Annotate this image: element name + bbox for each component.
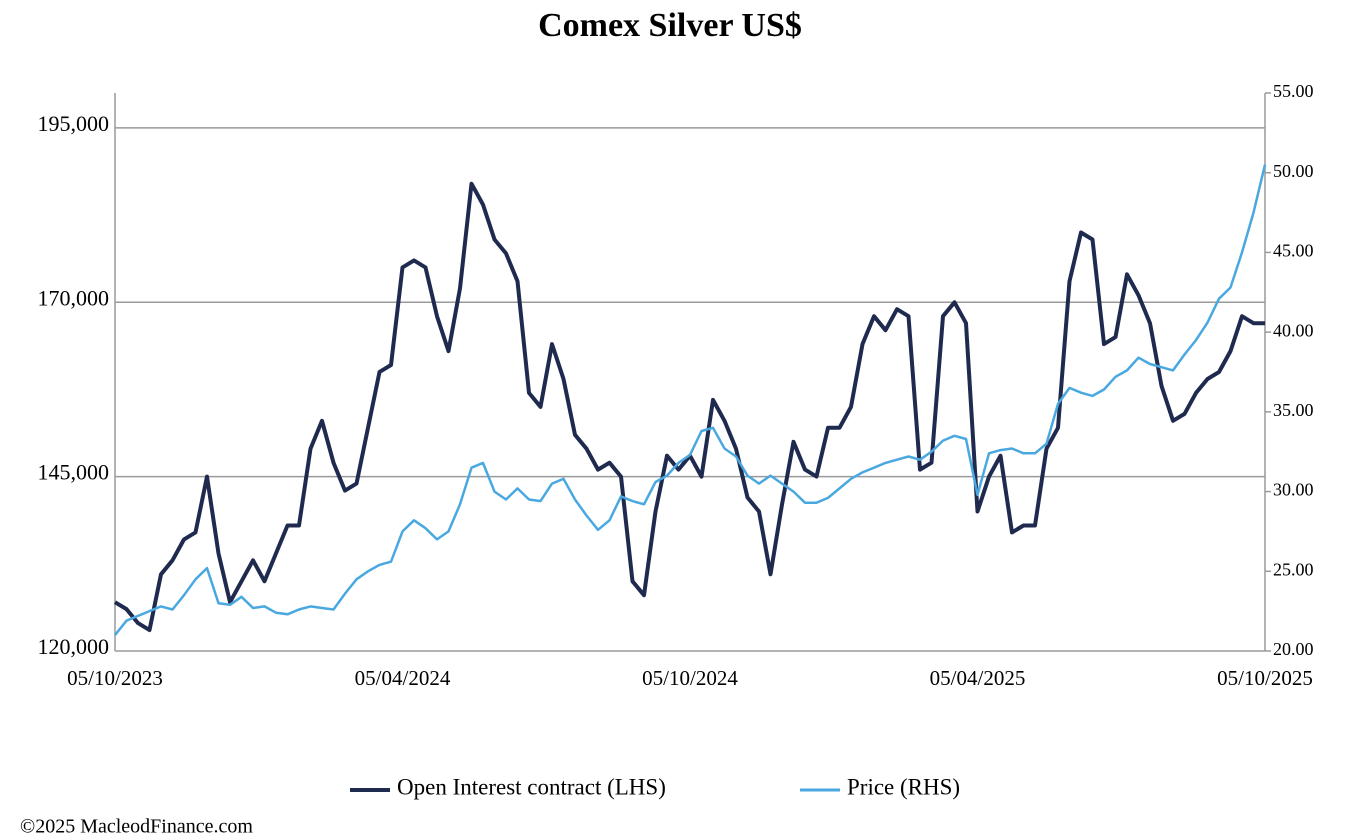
y2-tick-label: 50.00 (1273, 161, 1314, 181)
chart-title: Comex Silver US$ (538, 7, 802, 44)
y2-tick-label: 35.00 (1273, 400, 1314, 420)
y2-tick-label: 20.00 (1273, 639, 1314, 659)
x-tick-label: 05/10/2023 (67, 666, 163, 690)
y2-tick-label: 25.00 (1273, 559, 1314, 579)
x-tick-label: 05/10/2024 (642, 666, 738, 690)
source-note: ©2025 MacleodFinance.com (20, 816, 253, 838)
y2-tick-label: 40.00 (1273, 320, 1314, 340)
y2-tick-label: 55.00 (1273, 81, 1314, 101)
y-tick-label: 120,000 (38, 634, 110, 659)
y-tick-label: 170,000 (38, 285, 110, 310)
legend-label: Open Interest contract (LHS) (397, 774, 666, 799)
legend-label: Price (RHS) (847, 774, 960, 799)
data-line (114, 164, 1267, 636)
y-tick-label: 195,000 (38, 111, 110, 136)
y2-tick-label: 30.00 (1273, 480, 1314, 500)
y-tick-label: 145,000 (38, 460, 110, 485)
data-line (113, 181, 1265, 633)
x-tick-label: 05/04/2025 (930, 666, 1026, 690)
x-tick-label: 05/04/2024 (355, 666, 451, 690)
x-tick-label: 05/10/2025 (1217, 666, 1313, 690)
y2-tick-label: 45.00 (1273, 241, 1314, 261)
